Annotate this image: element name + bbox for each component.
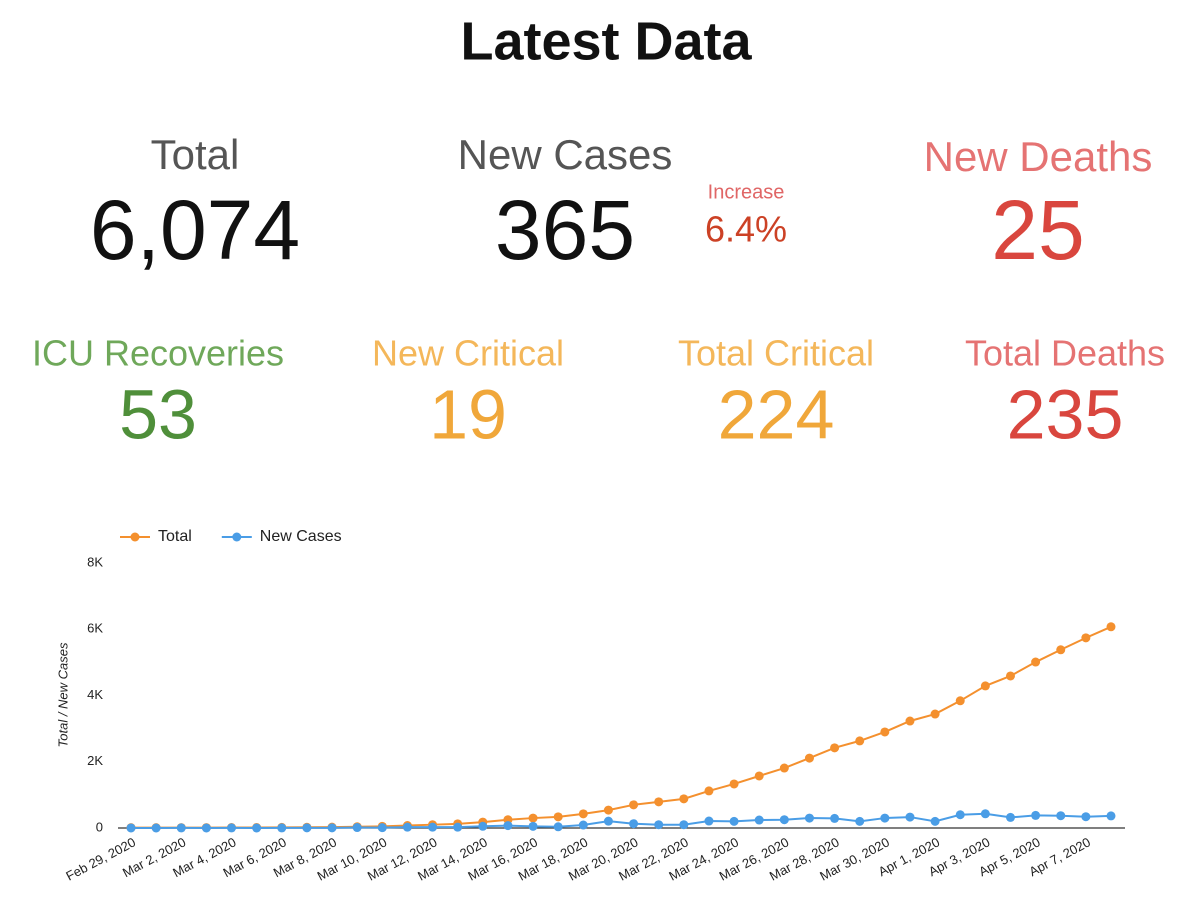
data-point (955, 810, 965, 820)
data-point (1081, 633, 1091, 643)
y-tick-label: 0 (96, 819, 103, 834)
data-point (603, 805, 613, 815)
data-point (729, 816, 739, 826)
data-point (227, 823, 237, 833)
data-point (528, 821, 538, 831)
data-point (252, 823, 262, 833)
data-point (578, 809, 588, 819)
series-line (131, 625, 1112, 829)
data-point (905, 812, 915, 822)
kpi-label: New Cases (458, 131, 673, 178)
data-point (478, 821, 488, 831)
data-point (151, 823, 161, 833)
kpi-value: 6,074 (90, 183, 300, 277)
kpi-label: New Critical (372, 333, 564, 374)
data-point (754, 771, 764, 781)
data-point (704, 816, 714, 826)
y-tick-label: 6K (87, 621, 103, 636)
kpi-label: New Deaths (924, 133, 1153, 180)
kpi-value: 25 (991, 183, 1084, 277)
legend-label: New Cases (260, 528, 342, 545)
kpi-value: 365 (495, 183, 635, 277)
kpi-value: 235 (1007, 375, 1124, 453)
data-point (453, 822, 463, 832)
y-axis-label: Total / New Cases (55, 642, 70, 748)
data-point (729, 779, 739, 789)
legend-label: Total (158, 528, 192, 545)
data-point (528, 813, 538, 823)
data-point (704, 786, 714, 796)
legend-marker (232, 532, 242, 542)
data-point (880, 727, 890, 737)
data-point (804, 753, 814, 763)
kpi-value: 19 (429, 375, 507, 453)
y-tick-label: 2K (87, 753, 103, 768)
y-tick-label: 4K (87, 687, 103, 702)
series-line (130, 812, 1112, 830)
data-point (1081, 812, 1091, 822)
data-point (277, 823, 287, 833)
legend-marker (130, 532, 140, 542)
data-point (402, 822, 412, 832)
data-point (1106, 622, 1116, 632)
data-point (503, 821, 513, 831)
data-point (980, 681, 990, 691)
data-point (855, 816, 865, 826)
data-point (377, 823, 387, 833)
page-title: Latest Data (460, 11, 752, 71)
data-point (327, 823, 337, 833)
data-point (830, 743, 840, 753)
data-point (779, 815, 789, 825)
data-point (1031, 810, 1041, 820)
data-point (629, 800, 639, 810)
increase-label: Increase (708, 181, 785, 203)
data-point (201, 823, 211, 833)
data-point (980, 809, 990, 819)
data-point (553, 822, 563, 832)
data-point (352, 823, 362, 833)
data-point (830, 813, 840, 823)
kpi-label: Total Critical (678, 333, 874, 374)
data-point (603, 816, 613, 826)
data-point (679, 794, 689, 804)
kpi-value: 53 (119, 375, 197, 453)
data-point (629, 819, 639, 829)
data-point (855, 736, 865, 746)
data-point (1056, 811, 1066, 821)
data-point (553, 812, 563, 822)
y-tick-label: 8K (87, 554, 103, 569)
data-point (578, 820, 588, 830)
kpi-label: Total Deaths (965, 333, 1165, 374)
data-point (302, 823, 312, 833)
data-point (654, 797, 664, 807)
data-point (1056, 645, 1066, 655)
data-point (930, 816, 940, 826)
data-point (1005, 671, 1015, 681)
data-point (1106, 811, 1116, 821)
data-point (930, 709, 940, 719)
data-point (1005, 812, 1015, 822)
increase-value: 6.4% (705, 209, 787, 250)
data-point (880, 813, 890, 823)
kpi-value: 224 (718, 375, 835, 453)
kpi-label: Total (151, 131, 240, 178)
data-point (754, 815, 764, 825)
kpi-label: ICU Recoveries (32, 333, 284, 374)
data-point (955, 696, 965, 706)
data-point (804, 813, 814, 823)
data-point (126, 823, 136, 833)
data-point (905, 716, 915, 726)
data-point (176, 823, 186, 833)
data-point (1031, 657, 1041, 667)
data-point (779, 763, 789, 773)
data-point (679, 820, 689, 830)
data-point (428, 822, 438, 832)
data-point (654, 820, 664, 830)
